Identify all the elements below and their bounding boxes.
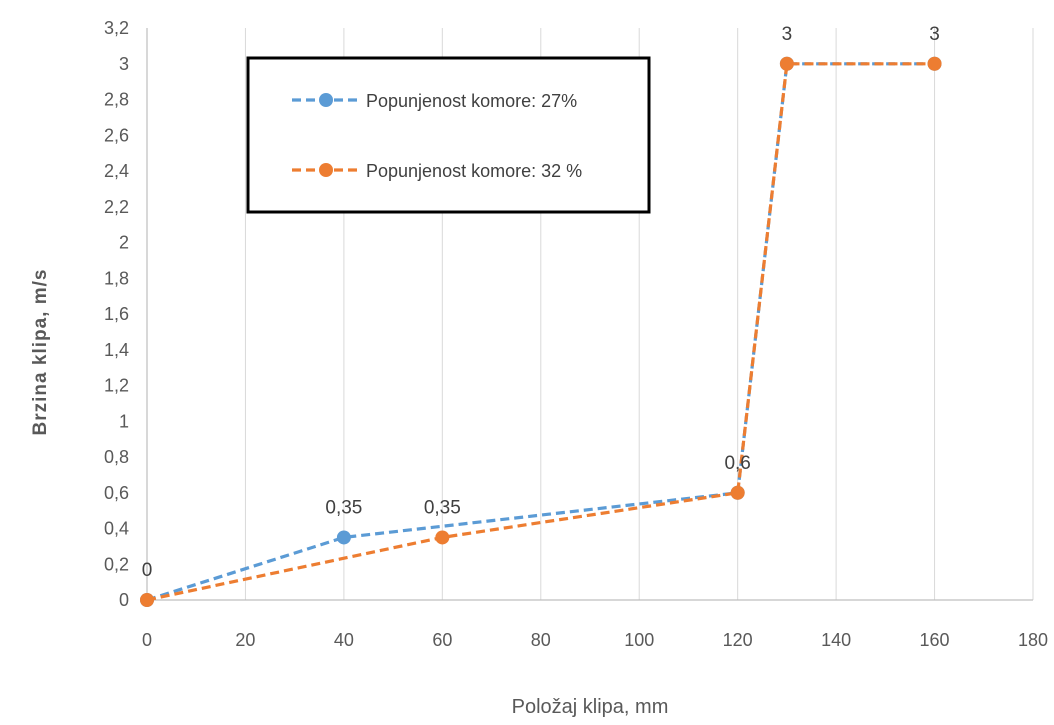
y-tick-label: 1,4 [104,340,129,360]
legend-entry-label: Popunjenost komore: 27% [366,91,577,111]
y-tick-label: 0 [119,590,129,610]
legend-box [248,58,649,212]
y-tick-label: 2,6 [104,125,129,145]
y-tick-label: 0,8 [104,447,129,467]
x-tick-label: 20 [235,630,255,650]
x-tick-label: 80 [531,630,551,650]
y-tick-label: 0,4 [104,519,129,539]
y-tick-label: 2,8 [104,90,129,110]
x-tick-label: 180 [1018,630,1048,650]
y-tick-label: 3 [119,54,129,74]
y-tick-label: 2 [119,233,129,253]
y-axis-title: Brzina klipa, m/s [30,269,51,436]
series-2-point [731,486,745,500]
y-tick-label: 2,2 [104,197,129,217]
y-tick-label: 1,8 [104,268,129,288]
legend: Popunjenost komore: 27% Popunjenost komor… [248,58,649,212]
series-1-point [337,530,351,544]
x-tick-label: 60 [432,630,452,650]
y-tick-label: 1,2 [104,376,129,396]
y-tick-label: 1,6 [104,304,129,324]
series-2-point [928,57,942,71]
series-2-point [140,593,154,607]
x-axis-title: Položaj klipa, mm [512,696,669,718]
data-label: 3 [782,24,793,45]
y-tick-label: 3,2 [104,18,129,38]
legend-swatch-marker [319,163,333,177]
legend-swatch-marker [319,93,333,107]
y-tick-label: 2,4 [104,161,129,181]
data-label: 0 [142,560,153,581]
x-tick-label: 160 [920,630,950,650]
x-tick-label: 140 [821,630,851,650]
series-2-point [435,530,449,544]
x-tick-label: 40 [334,630,354,650]
y-tick-label: 0,2 [104,554,129,574]
data-label: 0,35 [325,497,362,518]
y-tick-label: 0,6 [104,483,129,503]
data-label: 0,35 [424,497,461,518]
y-tick-label: 1 [119,411,129,431]
data-label: 0,6 [724,453,750,474]
x-tick-label: 100 [624,630,654,650]
legend-entry-label: Popunjenost komore: 32 % [366,161,582,181]
data-label: 3 [929,24,940,45]
x-tick-label: 120 [723,630,753,650]
series-2-point [780,57,794,71]
x-tick-label: 0 [142,630,152,650]
